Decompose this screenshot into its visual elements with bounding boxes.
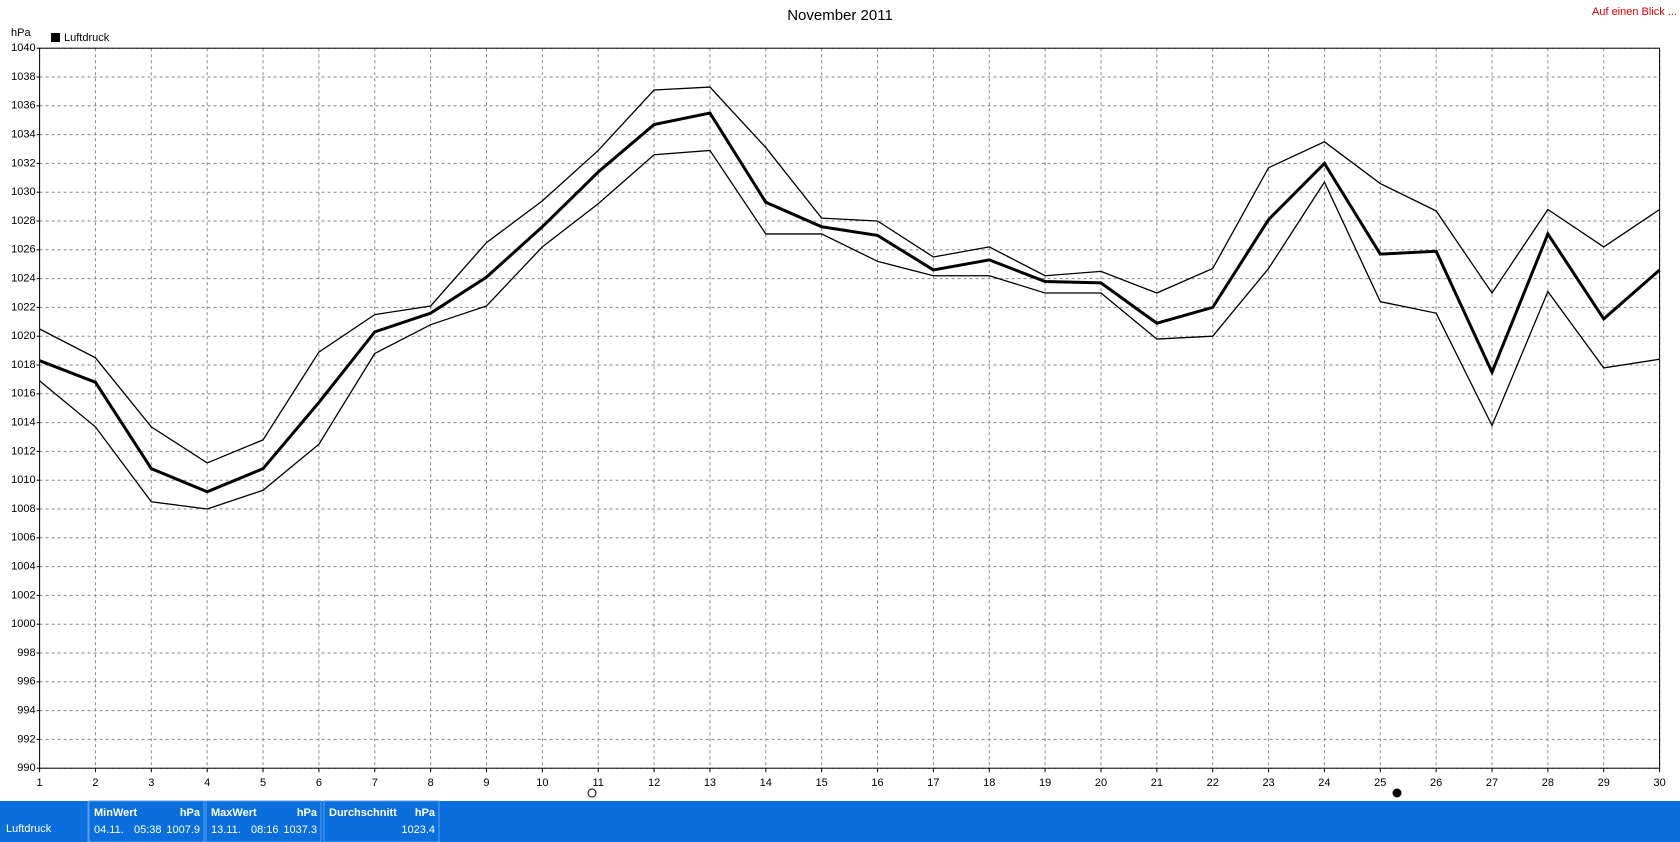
y-tick-label: 1014 bbox=[11, 417, 35, 429]
x-tick-label: 7 bbox=[372, 777, 378, 789]
x-tick-label: 26 bbox=[1430, 777, 1442, 789]
stat-unit: hPa bbox=[297, 807, 318, 819]
x-tick-label: 30 bbox=[1653, 777, 1665, 789]
footer-row-label: Luftdruck bbox=[6, 823, 52, 835]
range-start-marker[interactable] bbox=[587, 788, 597, 798]
stat-unit: hPa bbox=[415, 807, 436, 819]
stat-value: 1023.4 bbox=[401, 824, 435, 836]
y-tick-label: 990 bbox=[17, 762, 35, 774]
stat-box bbox=[323, 800, 440, 842]
y-tick-label: 1034 bbox=[11, 129, 35, 141]
x-tick-label: 23 bbox=[1262, 777, 1274, 789]
x-tick-label: 20 bbox=[1095, 777, 1107, 789]
y-axis-label: hPa bbox=[11, 27, 31, 39]
y-tick-label: 1000 bbox=[11, 618, 35, 630]
stat-date: 13.11. bbox=[211, 824, 241, 836]
x-tick-label: 14 bbox=[760, 777, 772, 789]
y-tick-label: 1008 bbox=[11, 503, 35, 515]
y-tick-label: 1020 bbox=[11, 330, 35, 342]
stat-date: 04.11. bbox=[94, 824, 124, 836]
legend-swatch bbox=[51, 33, 60, 42]
stat-time: 05:38 bbox=[134, 824, 162, 836]
stat-label: Durchschnitt bbox=[329, 807, 397, 819]
line-series bbox=[39, 111, 1661, 494]
y-tick-label: 1030 bbox=[11, 186, 35, 198]
y-tick-label: 1016 bbox=[11, 388, 35, 400]
x-tick-label: 21 bbox=[1151, 777, 1163, 789]
y-tick-label: 1026 bbox=[11, 244, 35, 256]
x-tick-label: 11 bbox=[593, 777, 604, 789]
legend-label: Luftdruck bbox=[64, 32, 110, 44]
x-tick-label: 15 bbox=[816, 777, 828, 789]
y-tick-label: 1022 bbox=[11, 301, 35, 313]
x-tick-label: 19 bbox=[1039, 777, 1051, 789]
y-tick-label: 1032 bbox=[11, 157, 35, 169]
x-tick-label: 6 bbox=[316, 777, 322, 789]
x-tick-label: 9 bbox=[483, 777, 489, 789]
x-tick-label: 28 bbox=[1542, 777, 1554, 789]
chart-title: November 2011 bbox=[787, 7, 893, 24]
x-tick-label: 25 bbox=[1374, 777, 1386, 789]
y-tick-label: 1004 bbox=[11, 561, 35, 573]
x-tick-label: 1 bbox=[37, 777, 43, 789]
stat-label: MaxWert bbox=[211, 807, 257, 819]
y-tick-label: 1018 bbox=[11, 359, 35, 371]
y-tick-label: 1038 bbox=[11, 71, 35, 83]
x-tick-label: 27 bbox=[1486, 777, 1498, 789]
x-tick-label: 17 bbox=[927, 777, 939, 789]
stat-time: 08:16 bbox=[251, 824, 279, 836]
y-tick-label: 1036 bbox=[11, 100, 35, 112]
y-tick-label: 1040 bbox=[11, 42, 35, 54]
x-tick-label: 5 bbox=[260, 777, 266, 789]
x-tick-label: 24 bbox=[1318, 777, 1330, 789]
y-tick-label: 992 bbox=[17, 733, 35, 745]
stat-value: 1007.9 bbox=[166, 824, 200, 836]
x-tick-label: 8 bbox=[428, 777, 434, 789]
x-tick-label: 2 bbox=[92, 777, 98, 789]
line-series bbox=[39, 149, 1660, 510]
y-tick-label: 1012 bbox=[11, 445, 35, 457]
x-tick-label: 13 bbox=[704, 777, 716, 789]
y-tick-label: 1028 bbox=[11, 215, 35, 227]
x-tick-label: 12 bbox=[648, 777, 660, 789]
x-tick-label: 29 bbox=[1598, 777, 1610, 789]
stat-value: 1037.3 bbox=[283, 824, 317, 836]
y-tick-label: 1010 bbox=[11, 474, 35, 486]
x-tick-label: 16 bbox=[871, 777, 883, 789]
line-series bbox=[39, 86, 1660, 464]
x-tick-label: 22 bbox=[1207, 777, 1219, 789]
overview-link[interactable]: Auf einen Blick ... bbox=[1592, 6, 1677, 18]
y-tick-label: 1024 bbox=[11, 273, 35, 285]
stat-label: MinWert bbox=[94, 807, 138, 819]
y-tick-label: 994 bbox=[17, 705, 35, 717]
stat-box bbox=[205, 800, 322, 842]
y-tick-label: 1002 bbox=[11, 589, 35, 601]
x-tick-label: 3 bbox=[148, 777, 154, 789]
y-tick-label: 996 bbox=[17, 676, 35, 688]
stat-box bbox=[88, 800, 205, 842]
x-tick-label: 18 bbox=[983, 777, 995, 789]
y-tick-label: 1006 bbox=[11, 532, 35, 544]
range-end-marker[interactable] bbox=[1392, 788, 1402, 798]
x-tick-label: 10 bbox=[536, 777, 548, 789]
stat-unit: hPa bbox=[180, 807, 201, 819]
y-tick-label: 998 bbox=[17, 647, 35, 659]
x-tick-label: 4 bbox=[204, 777, 210, 789]
plot-frame bbox=[39, 47, 1661, 769]
footer-bar bbox=[0, 801, 1680, 842]
